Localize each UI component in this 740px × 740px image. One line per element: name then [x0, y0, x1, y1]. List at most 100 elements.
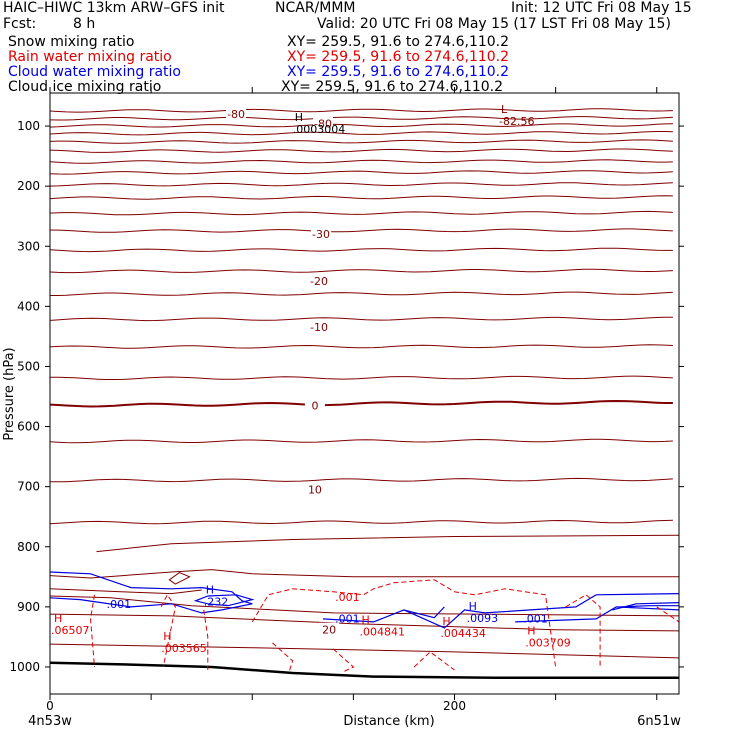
cloud-water-contour [515, 606, 680, 623]
contour-label-bg [308, 319, 329, 332]
isotherm-line [49, 108, 673, 113]
rain-water-contour [332, 648, 355, 673]
temperature-contour-label: -10 [310, 321, 328, 334]
right-end-label: 6n51w [637, 714, 681, 729]
x-axis-label: Distance (km) [343, 714, 434, 729]
y-tick-label: 700 [17, 480, 40, 494]
isotherm-line [49, 588, 202, 595]
contour-label-bg [304, 482, 325, 495]
isotherm-line [49, 519, 673, 525]
center-label: NCAR/MMM [275, 0, 356, 16]
rain-water-contour [656, 606, 680, 623]
y-tick-label: 600 [17, 420, 40, 434]
cloud-water-contour [322, 593, 680, 629]
isotherm-line [49, 139, 673, 144]
y-tick-label: 400 [17, 299, 40, 313]
rain-water-contour [272, 642, 294, 674]
field-snow-name: Snow mixing ratio [8, 34, 135, 50]
field-snow-xy: XY= 259.5, 91.6 to 274.6,110.2 [287, 34, 510, 50]
field-cloudice-xy: XY= 259.5, 91.6 to 274.6,110.2 [281, 79, 504, 95]
temperature-contour-label: -30 [312, 228, 330, 241]
extremum-marker: H [295, 111, 303, 124]
isotherm-line [49, 148, 673, 153]
isotherm-line [50, 375, 673, 380]
contour-label-bg [226, 107, 247, 120]
isotherm-line [49, 569, 679, 579]
model-title: HAIC–HIWC 13km ARW–GFS init [3, 0, 225, 16]
isotherm-line [49, 268, 673, 274]
isotherm-line [49, 477, 673, 483]
cloud-water-contour [403, 606, 445, 619]
mixing-ratio-contour-label: .001 [523, 612, 548, 625]
isotherm-line [49, 613, 680, 632]
extremum-value: .0003004 [293, 123, 346, 136]
temperature-contour-label: 10 [308, 484, 322, 497]
isotherm-line [49, 116, 673, 121]
isotherm-line [49, 195, 673, 200]
extremum-value: .06507 [51, 624, 90, 637]
rain-water-contour [565, 594, 601, 669]
extremum-marker: H [206, 584, 214, 597]
contour-label-bg [308, 274, 329, 287]
isotherm-line [49, 170, 673, 175]
isotherm-line [49, 210, 673, 216]
extremum-marker: H [361, 614, 369, 627]
plot-frame [49, 92, 680, 695]
cloud-water-contour [620, 605, 679, 608]
extremum-marker: L [501, 103, 508, 116]
extremum-value: .004841 [359, 626, 405, 639]
extremum-marker: H [527, 625, 535, 638]
forecast-label: Fcst: [3, 16, 37, 32]
isotherm-line [49, 316, 673, 322]
isotherm-line [49, 595, 680, 617]
mixing-ratio-contour-label: .001 [107, 598, 131, 611]
terrain-line [49, 661, 679, 680]
cloud-water-contour [612, 602, 680, 611]
y-axis-label: Pressure (hPa) [2, 347, 17, 440]
extremum-marker: H [469, 600, 477, 613]
extremum-value: .003565 [161, 642, 207, 655]
left-end-label: 4n53w [28, 714, 72, 729]
isotherm-line [49, 438, 673, 444]
rain-water-contour [203, 609, 209, 670]
isotherm-line [49, 131, 673, 136]
isotherm-line [50, 291, 673, 296]
y-tick-label: 800 [17, 540, 40, 554]
extremum-value: .0093 [467, 612, 499, 625]
y-tick-label: 1000 [9, 660, 40, 674]
temperature-contour-label: -80 [314, 118, 332, 131]
extremum-value: .232 [204, 596, 229, 609]
isotherm-line [49, 399, 673, 408]
field-rain-name: Rain water mixing ratio [8, 49, 172, 65]
y-tick-label: 300 [17, 239, 40, 253]
y-tick-label: 900 [17, 600, 40, 614]
y-tick-label: 100 [17, 119, 40, 133]
rain-water-contour [160, 593, 176, 668]
contour-label-bg [319, 622, 340, 635]
contour-label-bg [304, 398, 325, 411]
y-tick-label: 500 [17, 359, 40, 373]
x-tick-label: 0 [46, 699, 54, 713]
mixing-ratio-contour-label: .001 [335, 591, 360, 604]
init-time: Init: 12 UTC Fri 08 May 15 [511, 0, 692, 16]
isotherm-line [96, 534, 680, 553]
forecast-hour: 8 h [73, 16, 96, 32]
isotherm-line [49, 123, 673, 128]
field-rain-xy: XY= 259.5, 91.6 to 274.6,110.2 [287, 49, 510, 65]
mixing-ratio-contour-label: .001 [335, 612, 360, 625]
extremum-marker: H [54, 612, 62, 625]
isotherm-line [49, 228, 673, 233]
extremum-value: -82.56 [499, 115, 534, 128]
field-cloudwater-xy: XY= 259.5, 91.6 to 274.6,110.2 [287, 64, 510, 80]
contour-label-bg [313, 116, 334, 129]
rain-water-contour [89, 594, 95, 668]
cloud-water-contour [193, 594, 255, 607]
rain-water-contour [251, 579, 557, 668]
temperature-contour-label: -80 [227, 108, 245, 121]
y-tick-label: 200 [17, 179, 40, 193]
field-cloudice-name: Cloud ice mixing ratio [8, 79, 162, 95]
extremum-value: .003709 [525, 637, 571, 650]
extremum-value: .004434 [440, 627, 486, 640]
isotherm-line [168, 572, 191, 585]
